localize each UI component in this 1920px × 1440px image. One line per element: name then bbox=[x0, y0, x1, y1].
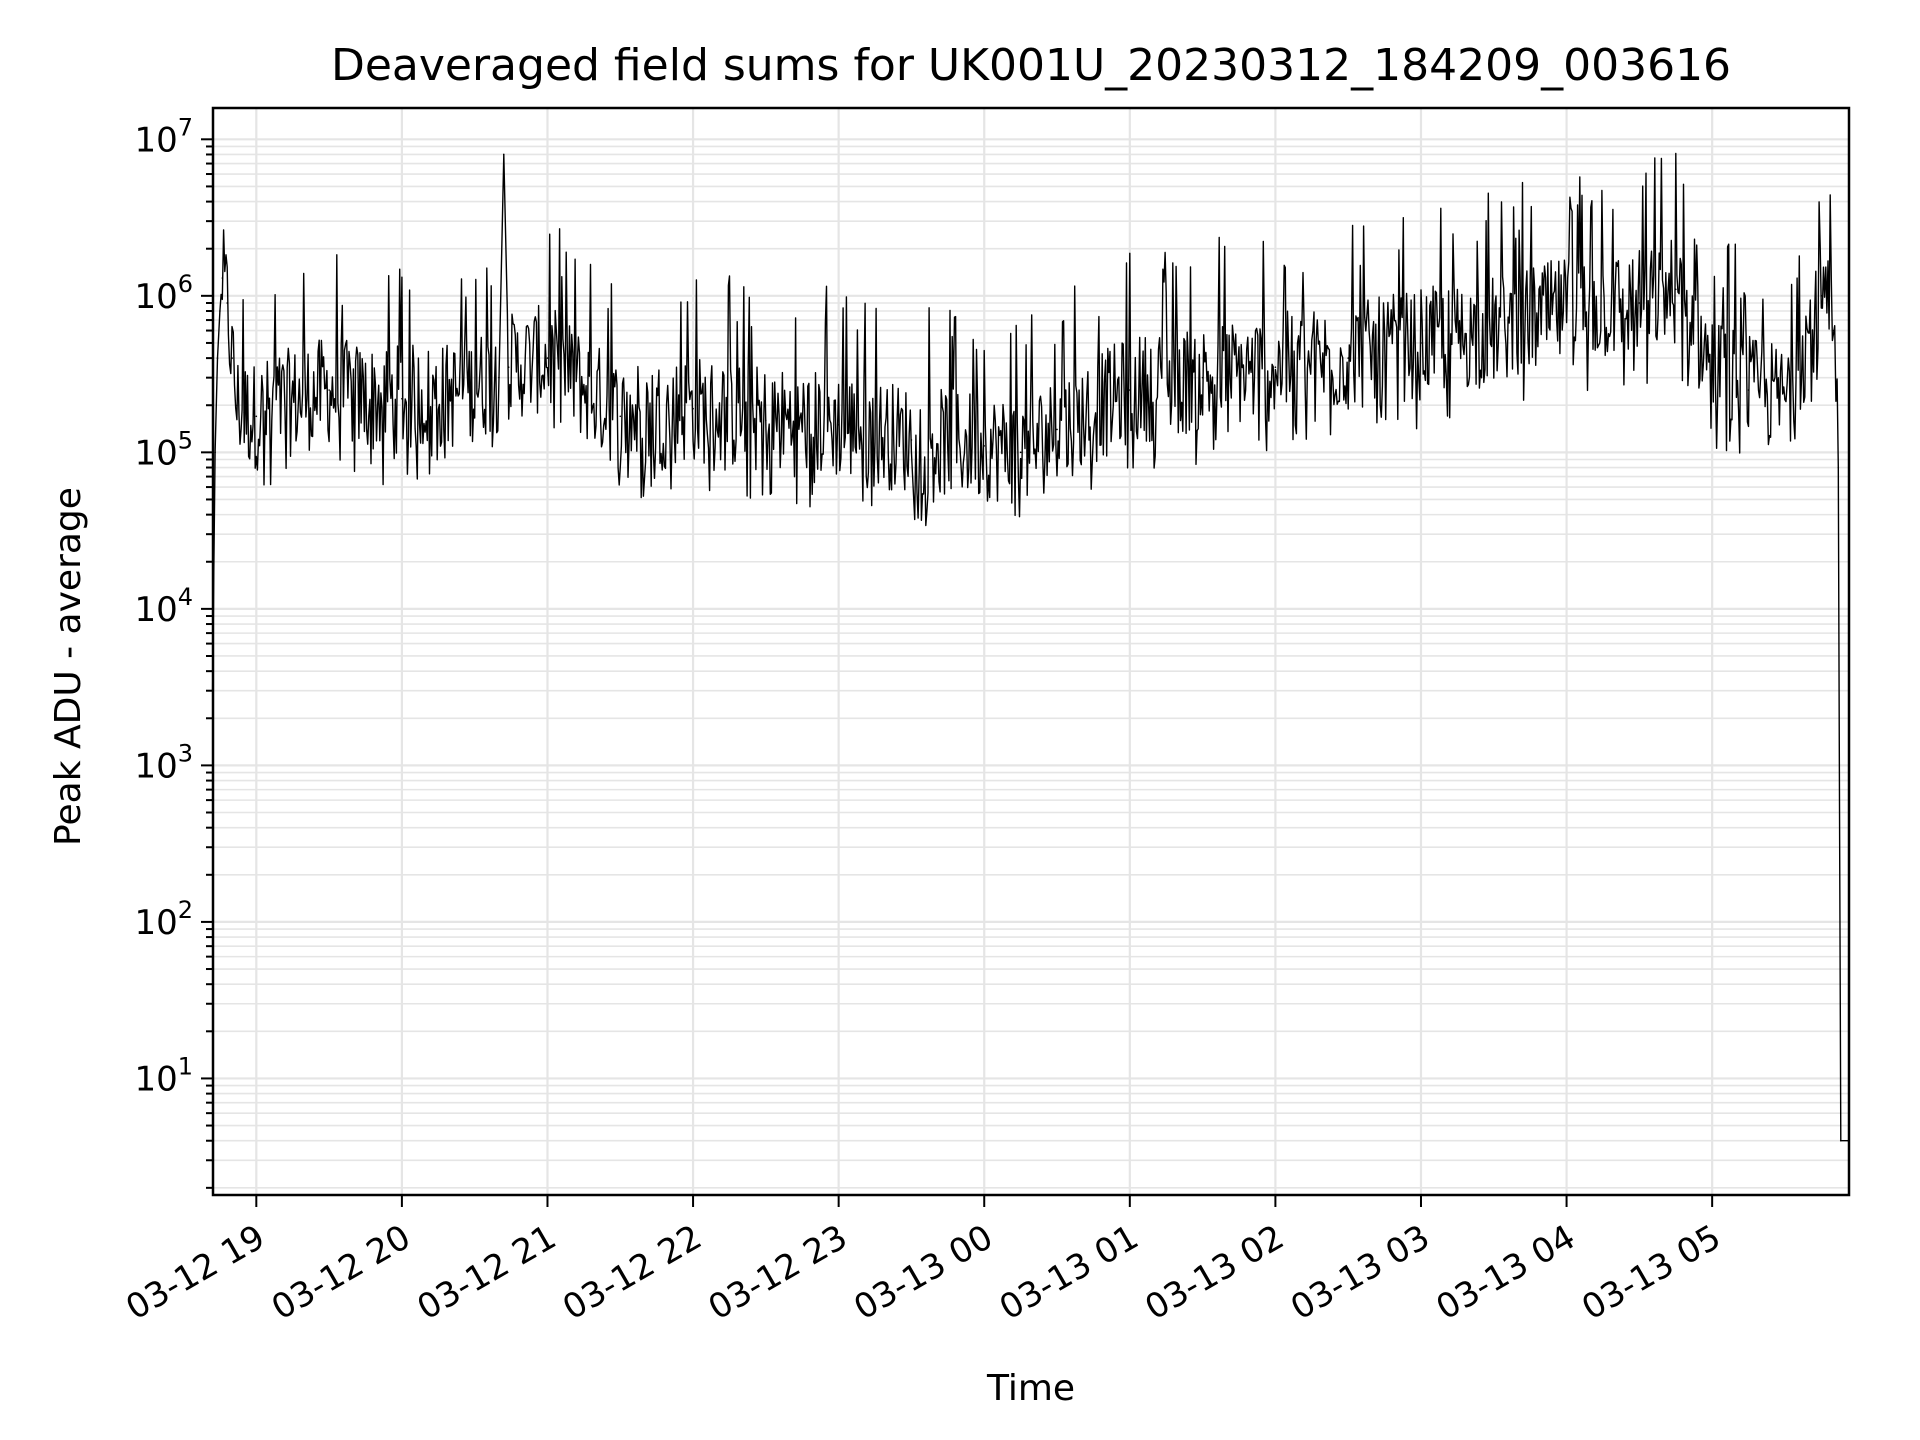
data-point bbox=[503, 153, 505, 156]
data-point bbox=[1820, 295, 1823, 297]
y-tick-base: 10 bbox=[134, 1059, 177, 1099]
data-point bbox=[221, 277, 224, 279]
data-point bbox=[765, 419, 767, 422]
y-tick-label: 104 bbox=[134, 583, 193, 630]
data-point bbox=[1565, 310, 1568, 312]
data-point bbox=[243, 411, 245, 414]
y-tick-base: 10 bbox=[134, 433, 177, 473]
x-tick-label: 03-12 20 bbox=[265, 1217, 417, 1328]
x-tick-label: 03-12 21 bbox=[411, 1217, 563, 1328]
data-point bbox=[1420, 342, 1422, 344]
x-tick-label: 03-12 19 bbox=[119, 1217, 271, 1328]
data-point bbox=[1674, 288, 1677, 291]
x-axis-title: Time bbox=[986, 1368, 1075, 1409]
y-tick-label: 101 bbox=[134, 1052, 193, 1099]
data-point bbox=[1019, 451, 1022, 454]
x-tick-label: 03-13 01 bbox=[993, 1217, 1145, 1328]
y-tick-label: 107 bbox=[134, 113, 193, 160]
data-point bbox=[1129, 389, 1131, 391]
data-point bbox=[401, 397, 403, 400]
plot-area bbox=[211, 152, 1849, 1142]
data-point bbox=[1056, 428, 1058, 431]
data-point bbox=[1839, 1139, 1842, 1142]
data-point bbox=[1784, 397, 1786, 400]
data-point bbox=[910, 439, 913, 441]
data-point bbox=[507, 366, 510, 368]
x-tick-label: 03-13 05 bbox=[1575, 1217, 1727, 1328]
y-tick-exponent: 7 bbox=[178, 113, 193, 141]
data-point bbox=[498, 376, 500, 379]
data-point bbox=[279, 404, 282, 407]
x-tick-label: 03-13 04 bbox=[1430, 1217, 1582, 1328]
y-tick-exponent: 5 bbox=[178, 426, 193, 454]
data-point bbox=[236, 404, 238, 407]
y-tick-exponent: 1 bbox=[178, 1052, 193, 1080]
data-point bbox=[328, 389, 330, 391]
data-point bbox=[449, 394, 452, 397]
data-point bbox=[216, 357, 219, 359]
x-tick-label: 03-12 22 bbox=[556, 1217, 708, 1328]
data-point bbox=[1832, 329, 1835, 332]
data-point bbox=[214, 451, 216, 454]
grid bbox=[213, 108, 1849, 1195]
data-point bbox=[1638, 302, 1641, 304]
data-point bbox=[364, 397, 367, 400]
y-tick-label: 103 bbox=[134, 739, 193, 786]
y-tick-exponent: 6 bbox=[178, 270, 193, 298]
data-point bbox=[1711, 366, 1713, 368]
data-point bbox=[619, 415, 622, 418]
data-point bbox=[219, 310, 221, 312]
data-point bbox=[226, 302, 228, 304]
y-tick-exponent: 3 bbox=[178, 739, 193, 767]
data-point bbox=[1492, 329, 1495, 332]
y-tick-base: 10 bbox=[134, 746, 177, 786]
data-point bbox=[1837, 466, 1840, 469]
y-tick-base: 10 bbox=[134, 120, 177, 160]
y-tick-label: 102 bbox=[134, 896, 193, 943]
x-tick-label: 03-13 00 bbox=[847, 1217, 999, 1328]
y-tick-label: 106 bbox=[134, 270, 193, 317]
y-tick-label: 105 bbox=[134, 426, 193, 473]
x-tick-label: 03-13 03 bbox=[1284, 1217, 1436, 1328]
data-point bbox=[1274, 366, 1277, 368]
data-point bbox=[692, 407, 694, 410]
data-point bbox=[983, 445, 986, 447]
data-point bbox=[1347, 357, 1349, 359]
chart-title: Deaveraged field sums for UK001U_2023031… bbox=[331, 40, 1731, 91]
data-point bbox=[837, 423, 840, 426]
x-tick-label: 03-13 02 bbox=[1139, 1217, 1291, 1328]
y-tick-exponent: 4 bbox=[178, 583, 193, 611]
y-axis-title: Peak ADU - average bbox=[48, 487, 89, 846]
y-tick-base: 10 bbox=[134, 903, 177, 943]
data-point bbox=[546, 357, 549, 359]
plot-frame bbox=[211, 106, 1851, 1197]
y-tick-base: 10 bbox=[134, 277, 177, 317]
x-tick-label: 03-12 23 bbox=[702, 1217, 854, 1328]
series-line bbox=[211, 152, 1848, 1142]
data-point bbox=[1747, 389, 1750, 391]
data-point bbox=[231, 357, 233, 359]
data-point bbox=[1201, 376, 1204, 379]
y-tick-base: 10 bbox=[134, 590, 177, 630]
data-point bbox=[255, 415, 258, 418]
y-tick-exponent: 2 bbox=[178, 896, 193, 924]
